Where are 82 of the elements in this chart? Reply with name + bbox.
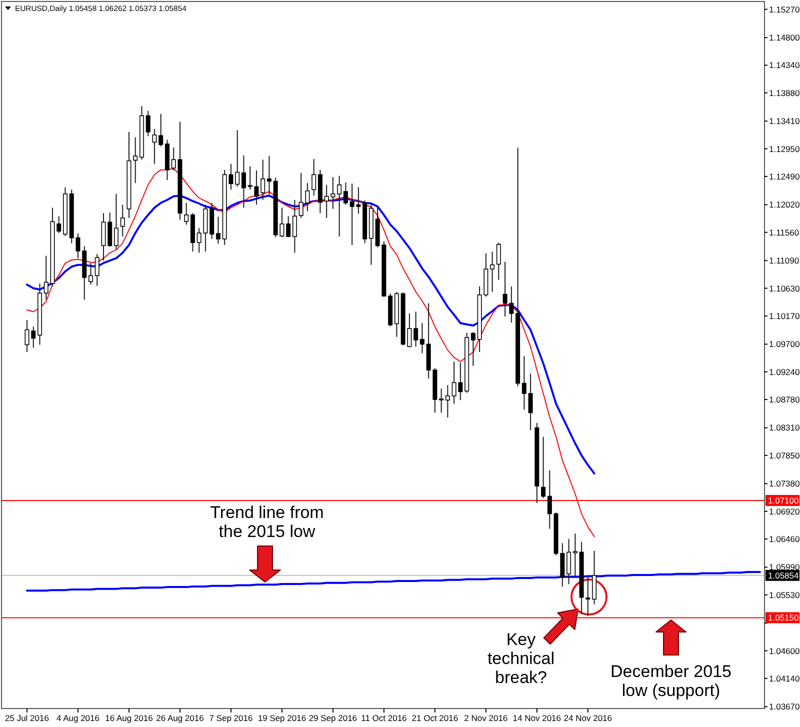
- candlestick: [216, 216, 220, 244]
- candlestick: [547, 470, 552, 530]
- y-tick-label: 1.14800: [769, 32, 800, 43]
- candlestick: [133, 136, 138, 184]
- y-tick-label: 1.09700: [769, 339, 800, 350]
- y-tick-label: 1.06920: [769, 506, 800, 516]
- candlestick: [101, 212, 106, 262]
- x-tick-label: 16 Aug 2016: [105, 713, 154, 723]
- x-tick-label: 25 Jul 2016: [5, 713, 50, 723]
- candlestick: [241, 154, 246, 208]
- candlestick: [343, 182, 348, 206]
- candlestick: [286, 216, 291, 238]
- y-tick-label: 1.15270: [769, 4, 800, 14]
- line-series: [26, 571, 761, 592]
- candlestick: [337, 175, 342, 238]
- ref-line-label: 1.05150: [768, 612, 799, 623]
- x-tick-label: 7 Sep 2016: [209, 713, 253, 723]
- candlestick: [260, 159, 266, 200]
- y-tick-label: 1.08310: [769, 422, 800, 433]
- x-tick-label: 2 Nov 2016: [464, 713, 508, 723]
- y-tick-label: 1.05990: [769, 562, 800, 572]
- candlestick: [592, 550, 597, 605]
- y-tick-label: 1.12490: [769, 171, 800, 182]
- x-tick-label: 19 Sep 2016: [258, 713, 306, 723]
- candlestick: [541, 436, 546, 499]
- y-tick-label: 1.14340: [769, 60, 800, 70]
- candlestick: [414, 311, 418, 348]
- candlestick: [56, 216, 62, 234]
- y-tick-label: 1.13880: [769, 88, 800, 98]
- y-tick-label: 1.11090: [769, 256, 800, 266]
- candlestick: [528, 373, 533, 431]
- y-tick-label: 1.09240: [769, 366, 800, 377]
- x-tick-label: 29 Sep 2016: [308, 713, 358, 723]
- y-tick-label: 1.07850: [769, 450, 800, 460]
- candlestick: [572, 533, 578, 578]
- candlestick: [420, 322, 424, 354]
- x-tick-label: 14 Nov 2016: [512, 713, 562, 723]
- candlestick: [146, 110, 150, 137]
- candlestick: [120, 204, 125, 238]
- y-tick-label: 1.05530: [769, 590, 800, 600]
- y-tick-label: 1.11560: [769, 227, 800, 238]
- y-tick-label: 1.12020: [769, 200, 800, 210]
- candlestick: [439, 388, 444, 414]
- candlestick: [312, 158, 316, 196]
- y-tick-label: 1.04140: [769, 673, 800, 684]
- candlestick: [88, 262, 93, 286]
- candlestick: [522, 356, 526, 410]
- ref-line-label: 1.07100: [768, 495, 799, 506]
- y-tick-label: 1.13410: [769, 116, 800, 126]
- x-tick-label: 21 Oct 2016: [412, 713, 458, 723]
- candlestick: [470, 332, 476, 366]
- y-tick-label: 1.03670: [769, 702, 800, 712]
- candlestick: [586, 576, 590, 616]
- annotation: Trend line from the 2015 low: [210, 503, 324, 541]
- candlestick: [94, 254, 100, 286]
- y-tick-label: 1.08780: [769, 394, 800, 404]
- candlestick: [490, 251, 495, 292]
- candlestick: [292, 199, 297, 254]
- x-tick-label: 24 Nov 2016: [564, 713, 612, 723]
- y-tick-label: 1.10170: [769, 310, 800, 321]
- candlestick: [31, 326, 36, 348]
- x-tick-label: 11 Oct 2016: [361, 713, 408, 723]
- candlestick: [152, 128, 157, 164]
- candlestick: [158, 113, 164, 147]
- y-tick-label: 1.07380: [769, 478, 800, 489]
- x-tick-label: 26 Aug 2016: [156, 713, 204, 723]
- candlestick: [445, 384, 450, 418]
- candlestick: [184, 202, 189, 226]
- x-tick-label: 4 Aug 2016: [56, 713, 100, 723]
- y-tick-label: 1.04600: [769, 646, 800, 656]
- candlestick: [114, 193, 118, 250]
- candlestick: [566, 538, 572, 585]
- y-tick-label: 1.12950: [769, 144, 800, 154]
- annotation: December 2015 low (support): [610, 662, 732, 700]
- y-tick-label: 1.06460: [769, 534, 800, 544]
- candlestick: [108, 212, 112, 248]
- ref-line-label: 1.05854: [768, 570, 799, 580]
- y-tick-label: 1.10630: [769, 283, 800, 294]
- candlestick: [235, 130, 240, 188]
- candlestick: [266, 156, 272, 195]
- annotation: Key technical break?: [487, 630, 555, 687]
- candlestick: [496, 242, 501, 280]
